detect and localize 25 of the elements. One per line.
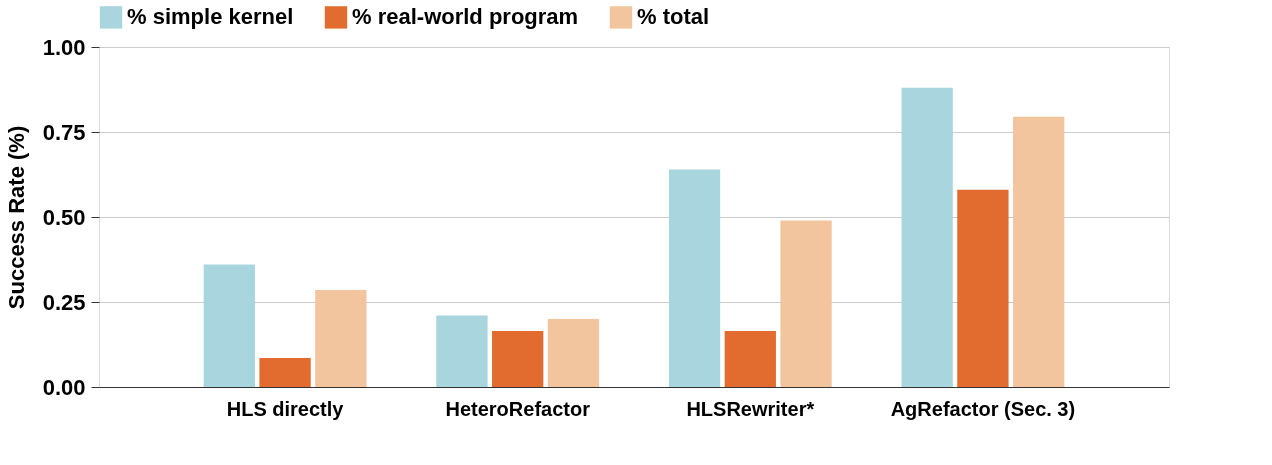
bar: [668, 169, 721, 387]
y-tick-label: 0.50: [42, 204, 86, 230]
bar: [315, 290, 367, 387]
bar: [901, 87, 953, 387]
legend-label: % simple kernel: [127, 4, 294, 30]
y-tick-label: 0.75: [42, 119, 86, 145]
bar: [1013, 116, 1065, 387]
bar: [259, 358, 311, 387]
x-tick-label: HeteroRefactor: [445, 397, 591, 420]
legend-label: % real-world program: [352, 4, 579, 30]
x-tick-label: AgRefactor (Sec. 3): [890, 397, 1076, 420]
y-tick-label: 0.00: [42, 374, 86, 400]
y-tick-label: 0.25: [42, 289, 86, 315]
bar: [492, 330, 544, 387]
legend-label: % total: [637, 4, 710, 30]
bar: [780, 220, 832, 387]
bar: [724, 330, 776, 387]
bar: [957, 189, 1009, 387]
bar: [436, 315, 488, 387]
x-tick-label: HLSRewriter*: [686, 397, 815, 420]
y-tick-label: 1.00: [42, 34, 86, 60]
x-tick-label: HLS directly: [226, 397, 345, 420]
bar: [547, 319, 600, 387]
bar: [203, 264, 255, 387]
y-axis-title: Success Rate (%): [3, 125, 29, 310]
